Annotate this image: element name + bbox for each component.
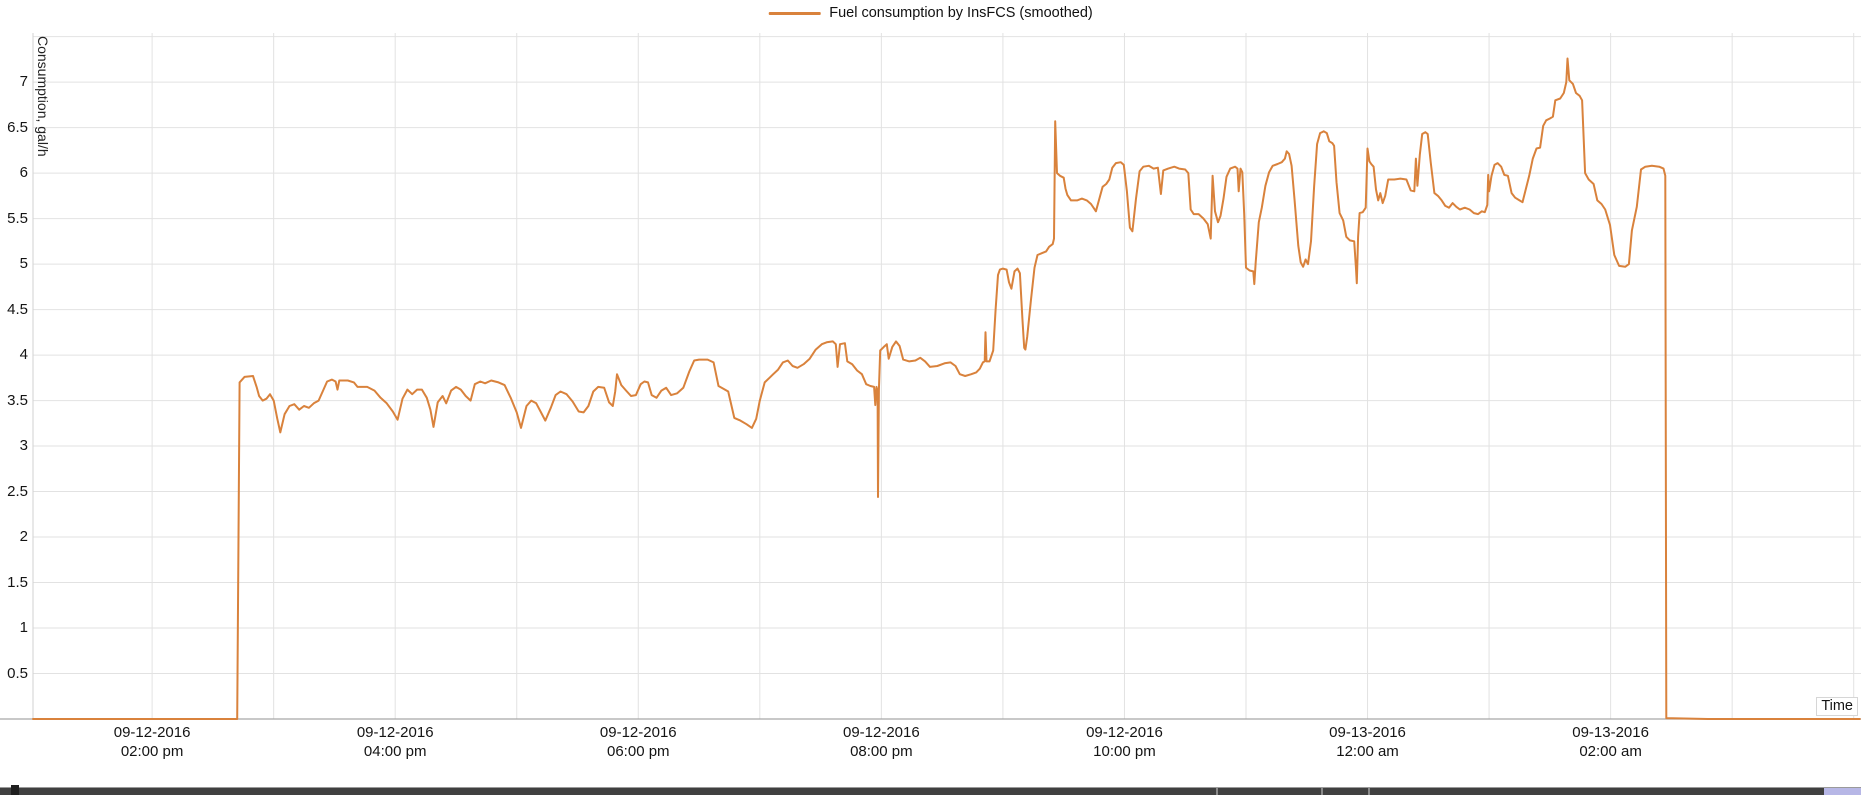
legend: Fuel consumption by InsFCS (smoothed) [768,5,1093,21]
x-tick-label: 09-13-2016 12:00 am [1329,724,1406,760]
y-tick-label: 1.5 [7,573,28,591]
x-tick-label: 09-12-2016 08:00 pm [842,724,920,760]
bottom-panel-separator [1321,788,1323,795]
bottom-panel-separator [1216,788,1218,795]
y-tick-label: 2 [19,528,28,546]
x-tick-label: 09-12-2016 04:00 pm [356,724,434,760]
y-axis-title: Consumption, gal/h [35,36,51,157]
bottom-panel-border [0,787,1861,788]
y-tick-label: 3.5 [7,391,28,409]
x-tick-label: 09-12-2016 06:00 pm [599,724,677,760]
bottom-panel-accent-segment [1824,788,1861,795]
legend-line-swatch [768,11,821,15]
y-tick-label: 1 [19,619,28,637]
x-tick-label: 09-12-2016 10:00 pm [1086,724,1163,760]
y-tick-label: 5 [19,255,28,273]
y-tick-label: 6 [19,164,28,182]
x-tick-label: 09-13-2016 02:00 am [1572,724,1649,760]
fuel-consumption-line [32,57,1861,720]
y-tick-label: 4 [19,346,28,364]
x-axis-title: Time [1816,697,1858,716]
y-tick-label: 7 [19,73,28,91]
y-tick-label: 2.5 [7,482,28,500]
y-tick-label: 4.5 [7,300,28,318]
y-tick-label: 0.5 [7,664,28,682]
y-tick-label: 3 [19,437,28,455]
bottom-panel-separator [1368,788,1370,795]
legend-item-fuel-consumption[interactable]: Fuel consumption by InsFCS (smoothed) [768,5,1093,21]
bottom-panel-handle [11,785,19,795]
legend-label: Fuel consumption by InsFCS (smoothed) [829,5,1093,21]
y-tick-label: 5.5 [7,209,28,227]
x-tick-label: 09-12-2016 02:00 pm [113,724,191,760]
y-tick-label: 6.5 [7,118,28,136]
bottom-panel-strip [0,788,1861,795]
